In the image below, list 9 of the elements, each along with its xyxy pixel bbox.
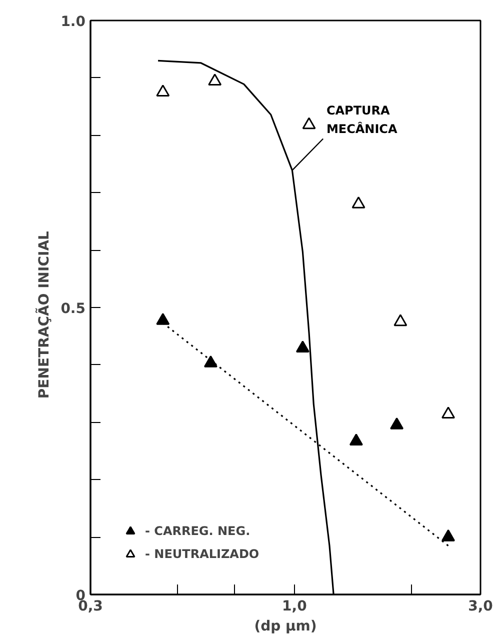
annotation: CAPTURA MECÂNICA <box>326 104 398 136</box>
x-axis-title: (dp µm) <box>254 618 317 634</box>
y-tick-label: 0.5 <box>60 301 86 317</box>
legend-label: - CARREG. NEG. <box>145 524 250 538</box>
x-tick-label: 3,0 <box>468 598 494 614</box>
y-axis-title: PENETRAÇÃO INICIAL <box>34 230 53 399</box>
x-tick-label: 1,0 <box>282 598 308 614</box>
legend-label: - NEUTRALIZADO <box>145 547 260 561</box>
y-tick-label: 1.0 <box>60 14 86 30</box>
